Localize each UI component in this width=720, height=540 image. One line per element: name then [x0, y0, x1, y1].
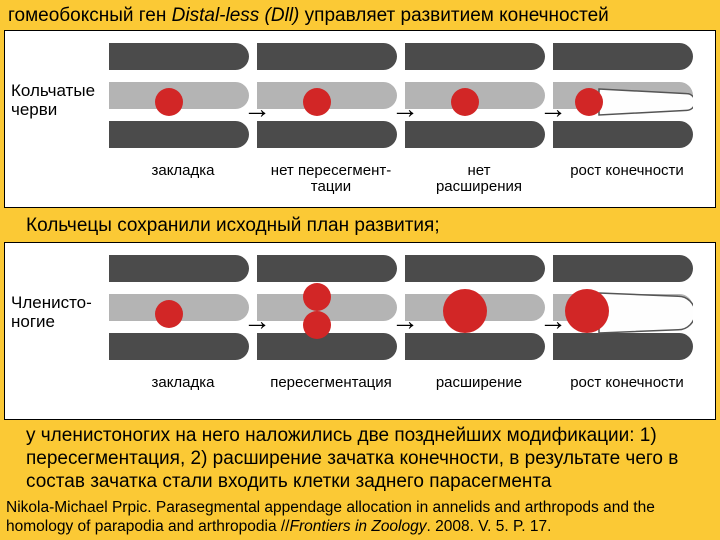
stage: пересегментация→: [257, 249, 405, 373]
stage: расширение→: [405, 249, 553, 373]
stage-caption: рост конечности: [553, 375, 701, 392]
stage-caption: пересегментация: [257, 375, 405, 392]
stage-caption: нетрасширения: [405, 163, 553, 196]
stage-row: закладкапересегментация→расширение→рост …: [109, 249, 701, 373]
bottom-text: у членистоногих на него наложились две п…: [0, 420, 720, 494]
mid-text: Кольчецы сохранили исходный план развити…: [0, 208, 720, 240]
stage: нет пересегмент-тации→: [257, 37, 405, 161]
ref-tail: . 2008. V. 5. P. 17.: [427, 518, 552, 535]
page-title: гомеобоксный ген Distal-less (Dll) управ…: [0, 0, 720, 28]
arrow-icon: →: [391, 305, 419, 337]
stage-caption: закладка: [109, 375, 257, 392]
stage: закладка: [109, 249, 257, 373]
title-gene: Distal-less (Dll): [172, 5, 300, 26]
stage: рост конечности→: [553, 37, 701, 161]
title-post: управляет развитием конечностей: [299, 5, 608, 26]
panel-label: Кольчатые черви: [11, 81, 101, 120]
stage-caption: расширение: [405, 375, 553, 392]
panel-arthropods: Членисто-ногиезакладкапересегментация→ра…: [4, 242, 716, 420]
arrow-icon: →: [243, 305, 271, 337]
stage: рост конечности→: [553, 249, 701, 373]
arrow-icon: →: [391, 93, 419, 125]
arrow-icon: →: [243, 93, 271, 125]
stage: нетрасширения→: [405, 37, 553, 161]
panel-annelids: Кольчатые червизакладканет пересегмент-т…: [4, 30, 716, 208]
panel-label: Членисто-ногие: [11, 293, 101, 332]
ref-journal: Frontiers in Zoology: [290, 518, 427, 535]
arrow-icon: →: [539, 305, 567, 337]
stage-caption: рост конечности: [553, 163, 701, 180]
stage-row: закладканет пересегмент-тации→нетрасшире…: [109, 37, 701, 161]
reference: Nikola-Michael Prpic. Parasegmental appe…: [0, 493, 720, 536]
stage-caption: нет пересегмент-тации: [257, 163, 405, 196]
title-pre: гомеобоксный ген: [8, 5, 172, 26]
stage: закладка: [109, 37, 257, 161]
stage-caption: закладка: [109, 163, 257, 180]
arrow-icon: →: [539, 93, 567, 125]
